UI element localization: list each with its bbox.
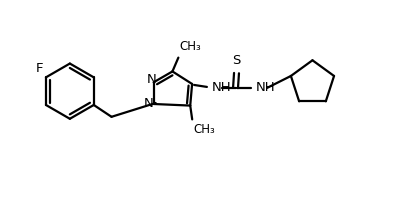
- Text: NH: NH: [211, 81, 231, 94]
- Text: CH₃: CH₃: [179, 40, 200, 53]
- Text: F: F: [36, 62, 43, 75]
- Text: CH₃: CH₃: [193, 123, 214, 136]
- Text: NH: NH: [256, 81, 275, 94]
- Text: N: N: [146, 73, 156, 86]
- Text: S: S: [232, 54, 240, 67]
- Text: N: N: [144, 97, 153, 110]
